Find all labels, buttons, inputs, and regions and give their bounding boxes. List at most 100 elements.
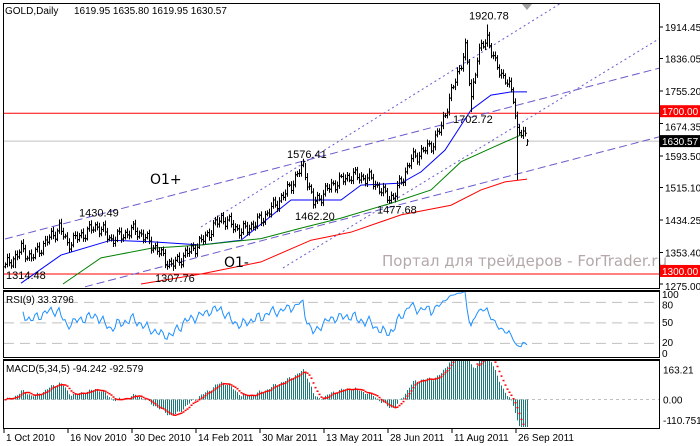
time-tick-label: 30 Dec 2010 xyxy=(134,433,191,444)
macd-signal-point xyxy=(306,372,309,374)
macd-signal-point xyxy=(212,389,215,392)
macd-signal-point xyxy=(350,388,353,391)
macd-signal-point xyxy=(356,388,359,391)
macd-signal-point xyxy=(90,391,93,393)
macd-signal-point xyxy=(36,394,39,396)
macd-signal-point xyxy=(420,380,423,382)
macd-signal-point xyxy=(116,398,119,401)
rsi-tick-label: 100 xyxy=(662,290,679,301)
macd-signal-point xyxy=(172,414,175,416)
macd-signal-point xyxy=(428,378,431,380)
price-tick-label: 1593.50 xyxy=(665,152,700,163)
rsi-tick-label: 0 xyxy=(662,349,668,360)
macd-signal-point xyxy=(404,398,407,400)
time-axis: 1 Oct 2010 16 Nov 2010 30 Dec 2010 14 Feb 2… xyxy=(3,429,574,444)
current-price-label: 1630.57 xyxy=(662,137,699,148)
macd-signal-point xyxy=(214,388,217,390)
macd-signal-point xyxy=(286,380,289,383)
macd-signal-point xyxy=(316,390,319,392)
macd-signal-point xyxy=(326,396,329,399)
macd-signal-point xyxy=(262,391,265,394)
macd-signal-point xyxy=(224,383,227,385)
rsi-pane-frame xyxy=(3,291,660,358)
macd-signal-point xyxy=(382,400,385,402)
macd-signal-point xyxy=(162,407,165,410)
macd-signal-point xyxy=(498,370,501,373)
moving-average-fast xyxy=(20,91,527,284)
macd-signal-point xyxy=(402,400,405,403)
macd-signal-point xyxy=(364,390,367,393)
macd-signal-point xyxy=(72,391,75,394)
rsi-tick-label: 50 xyxy=(662,318,674,329)
macd-signal-point xyxy=(502,379,505,382)
macd-signal-point xyxy=(250,394,253,397)
macd-signal-point xyxy=(376,395,379,397)
macd-signal-point xyxy=(506,388,509,390)
macd-signal-point xyxy=(98,389,101,391)
macd-signal-point xyxy=(432,378,435,381)
macd-signal-point xyxy=(28,391,31,394)
macd-signal-point xyxy=(418,381,421,383)
macd-signal-point xyxy=(132,396,135,398)
macd-tick-label: 163.21 xyxy=(663,365,694,376)
macd-signal-point xyxy=(156,404,159,407)
macd-signal-point xyxy=(76,393,79,396)
macd-signal-point xyxy=(302,371,305,374)
macd-signal-point xyxy=(380,398,383,401)
macd-signal-point xyxy=(254,394,257,397)
macd-signal-point xyxy=(390,404,393,407)
macd-signal-point xyxy=(370,392,373,395)
level-price-label-box xyxy=(660,105,700,118)
macd-signal-point xyxy=(16,396,19,399)
macd-signal-point xyxy=(266,390,269,392)
rsi-series xyxy=(22,292,528,348)
macd-signal-point xyxy=(170,413,173,415)
macd-signal-point xyxy=(500,375,503,377)
trend-channel-line xyxy=(84,136,659,288)
time-tick-label: 16 Nov 2010 xyxy=(70,433,127,444)
macd-signal-point xyxy=(222,382,225,385)
macd-signal-point xyxy=(314,386,317,389)
macd-signal-point xyxy=(208,391,211,394)
macd-signal-point xyxy=(392,406,395,408)
macd-signal-point xyxy=(504,384,507,386)
macd-signal-point xyxy=(56,385,59,387)
channel-lines[interactable] xyxy=(4,3,659,288)
symbol-label: GOLD,Daily xyxy=(5,6,58,17)
macd-signal-point xyxy=(408,392,411,395)
macd-signal-point xyxy=(494,361,497,363)
extreme-price-label: 1462.20 xyxy=(295,211,335,223)
macd-signal-point xyxy=(478,364,481,367)
macd-signal-point xyxy=(322,397,325,399)
shift-marker-icon[interactable] xyxy=(522,4,532,10)
macd-signal-point xyxy=(216,386,219,389)
macd-signal-point xyxy=(318,393,321,396)
macd-signal-point xyxy=(44,391,47,394)
macd-signal-point xyxy=(354,388,357,390)
price-tick-label: 1914.45 xyxy=(665,23,700,34)
macd-signal-point xyxy=(202,396,205,399)
rsi-levels xyxy=(4,301,659,344)
macd-signal-point xyxy=(232,385,235,388)
price-axis: 1914.45 1836.05 1755.20 1674.35 1593.50 1515.… xyxy=(659,23,700,293)
macd-signal-point xyxy=(422,380,425,382)
macd-signal-point xyxy=(228,383,231,385)
macd-signal-point xyxy=(184,409,187,412)
level-price-label: 1300.00 xyxy=(662,267,699,278)
macd-signal-point xyxy=(18,395,21,398)
macd-signal-point xyxy=(108,392,111,395)
macd-signal-point xyxy=(148,399,151,401)
macd-signal-point xyxy=(248,394,251,397)
macd-signal-point xyxy=(120,398,123,401)
macd-signal-point xyxy=(278,384,281,386)
macd-signal-point xyxy=(154,402,157,405)
macd-signal-point xyxy=(298,375,301,377)
macd-signal-point xyxy=(284,382,287,384)
macd-signal-point xyxy=(310,377,313,379)
macd-signal-point xyxy=(46,391,49,393)
time-tick-label: 14 Feb 2011 xyxy=(198,433,254,444)
macd-signal-point xyxy=(280,383,283,385)
macd-signal-point xyxy=(252,394,255,397)
macd-signal-point xyxy=(424,379,427,382)
